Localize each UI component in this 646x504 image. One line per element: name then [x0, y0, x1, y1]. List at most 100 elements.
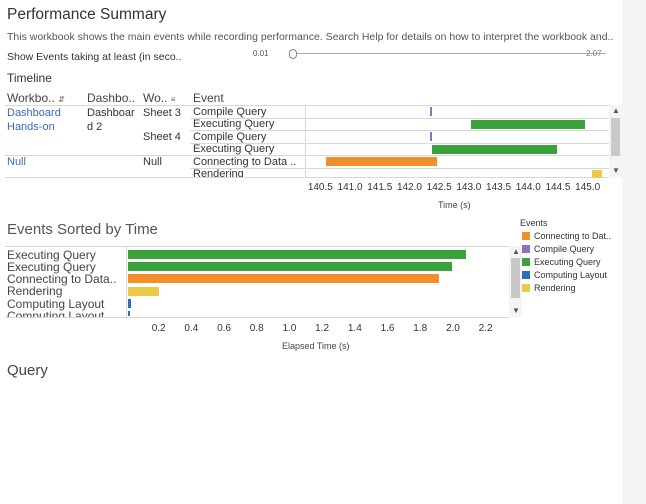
legend-swatch	[522, 232, 530, 240]
sorted-row-label: Rendering	[7, 284, 63, 298]
legend-swatch	[522, 258, 530, 266]
timeline-bar	[429, 107, 432, 116]
worksheet-cell: Sheet 3	[143, 107, 181, 119]
scroll-up-icon[interactable]: ▲	[512, 247, 520, 256]
timeline-tick-label: 142.0	[396, 182, 422, 193]
timeline-tick-label: 141.0	[337, 182, 363, 193]
sorted-scroll-thumb[interactable]	[511, 258, 520, 298]
timeline-bar	[431, 145, 558, 154]
scroll-up-icon[interactable]: ▲	[612, 106, 620, 115]
workbook-cell[interactable]: Null	[7, 156, 26, 168]
timeline-axis-title: Time (s)	[438, 200, 471, 210]
slider-handle[interactable]	[289, 49, 297, 59]
sorted-bar	[128, 311, 130, 316]
timeline-scroll-thumb[interactable]	[611, 118, 620, 156]
sorted-tick-label: 1.2	[315, 323, 330, 334]
sorted-row-label: Executing Query	[7, 260, 96, 274]
dashboard-cell: Null	[143, 156, 162, 168]
sorted-tick-label: 0.2	[151, 323, 166, 334]
table-top-border	[5, 105, 609, 106]
page-description: This workbook shows the main events whil…	[7, 31, 614, 43]
plot-left-border	[305, 105, 306, 177]
sorted-bar	[128, 250, 467, 259]
timeline-tick-label: 143.0	[456, 182, 482, 193]
legend-item-label: Rendering	[534, 283, 576, 293]
sorted-bar	[128, 274, 439, 283]
legend-swatch	[522, 271, 530, 279]
dashboard-cell: Dashboar	[87, 107, 135, 119]
timeline-tick-label: 140.5	[307, 182, 333, 193]
timeline-tick-label: 145.0	[575, 182, 601, 193]
column-header-event[interactable]: Event	[193, 91, 224, 105]
timeline-bar	[325, 157, 437, 166]
sorted-row-label: Connecting to Data..	[7, 272, 117, 286]
row-divider	[190, 143, 609, 144]
row-divider	[5, 155, 609, 156]
timeline-tick-label: 142.5	[426, 182, 452, 193]
event-cell: Executing Query	[193, 143, 275, 155]
legend-title: Events	[520, 218, 548, 228]
column-header-dashboard[interactable]: Dashbo..	[87, 91, 136, 105]
row-divider	[190, 130, 609, 131]
query-title: Query	[7, 362, 48, 379]
legend-item-label: Executing Query	[534, 257, 601, 267]
sorted-tick-label: 1.4	[347, 323, 362, 334]
sort-icon[interactable]: ≡	[170, 95, 176, 104]
event-cell: Compile Query	[193, 106, 267, 118]
legend-item-label: Compile Query	[534, 244, 595, 254]
slider-min-value: 0.01	[253, 49, 269, 58]
sorted-tick-label: 1.0	[282, 323, 297, 334]
table-bottom-border	[5, 177, 609, 178]
legend-item-label: Computing Layout	[534, 270, 608, 280]
sorted-axis-title: Elapsed Time (s)	[282, 341, 350, 351]
event-cell: Rendering	[193, 168, 244, 177]
slider-max-value: 2.07	[586, 49, 602, 58]
sorted-top-border	[5, 246, 509, 247]
scroll-down-icon[interactable]: ▼	[512, 306, 520, 315]
sorted-row-label: Computing Layout	[7, 309, 105, 317]
timeline-bar	[429, 132, 432, 141]
sorted-tick-label: 1.8	[413, 323, 428, 334]
column-header-worksheet[interactable]: Wo.. ≡	[143, 91, 176, 105]
sorted-row-label: Executing Query	[7, 248, 96, 262]
sorted-bottom-border	[5, 317, 509, 318]
row-divider	[190, 118, 609, 119]
filter-label: Show Events taking at least (in seco..	[7, 51, 182, 63]
timeline-tick-label: 144.5	[545, 182, 571, 193]
sorted-bar	[128, 299, 132, 308]
timeline-bar	[471, 120, 586, 129]
event-cell: Connecting to Data ..	[193, 156, 297, 168]
legend-item-label: Connecting to Dat..	[534, 231, 612, 241]
scroll-down-icon[interactable]: ▼	[612, 166, 620, 175]
sorted-tick-label: 0.4	[184, 323, 199, 334]
page-title: Performance Summary	[7, 6, 167, 23]
timeline-tick-label: 143.5	[486, 182, 512, 193]
worksheet-cell: Sheet 4	[143, 131, 181, 143]
workbook-cell[interactable]: Dashboard	[7, 107, 61, 119]
timeline-tick-label: 141.5	[367, 182, 393, 193]
column-header-workbook[interactable]: Workbo.. ⇵	[7, 91, 65, 105]
sorted-tick-label: 0.8	[249, 323, 264, 334]
legend-swatch	[522, 245, 530, 253]
legend-swatch	[522, 284, 530, 292]
event-cell: Executing Query	[193, 118, 275, 130]
slider-track[interactable]	[292, 53, 606, 54]
timeline-bar	[591, 170, 603, 178]
sorted-row-label: Computing Layout	[7, 297, 105, 311]
sorted-plot-left-border	[126, 246, 127, 317]
timeline-tick-label: 144.0	[515, 182, 541, 193]
row-divider	[190, 168, 609, 169]
sorted-bar	[128, 287, 160, 296]
dashboard-panel: Performance Summary This workbook shows …	[0, 0, 622, 504]
sorted-chart-title: Events Sorted by Time	[7, 221, 158, 238]
sort-icon[interactable]: ⇵	[58, 95, 65, 104]
dashboard-cell: d 2	[87, 121, 103, 133]
sorted-tick-label: 2.0	[445, 323, 460, 334]
sorted-labels: Executing Query Executing Query Connecti…	[7, 247, 125, 317]
sorted-tick-label: 0.6	[217, 323, 231, 334]
sorted-tick-label: 2.2	[478, 323, 493, 334]
event-cell: Compile Query	[193, 131, 267, 143]
sorted-bar	[128, 262, 452, 271]
workbook-cell[interactable]: Hands-on	[7, 121, 55, 133]
sorted-tick-label: 1.6	[380, 323, 395, 334]
